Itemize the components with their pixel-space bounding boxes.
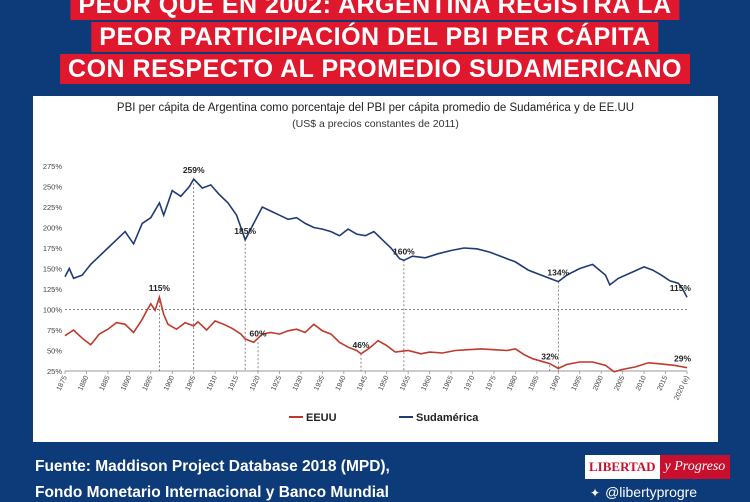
x-tick-label: 1925 [270,375,283,392]
y-tick-label: 25% [47,367,62,376]
brand-logo: LIBERTAD y Progreso [585,455,731,479]
x-tick-label: 2000 [592,375,605,392]
data-label: 60% [250,328,267,338]
brand-logo-left: LIBERTAD [585,455,660,479]
line-chart: 25% 50% 75% 100% 125% 150% 175% 200% 225% 250% 275… [43,162,692,424]
data-label: 115% [149,283,171,293]
y-tick-label: 175% [43,244,63,253]
x-tick-label: 1945 [356,375,369,392]
series-line-sudamérica [64,177,688,298]
headline-line-2: PEOR PARTICIPACIÓN DEL PBI PER CÁPITA [91,22,659,52]
x-tick-label: 1955 [399,375,412,392]
x-tick-label: 1905 [185,375,198,392]
x-tick-label: 1985 [528,375,541,392]
y-tick-label: 75% [47,326,62,335]
chart-title: PBI per cápita de Argentina como porcent… [116,102,635,114]
x-tick-label: 1895 [142,375,155,392]
data-label: 160% [393,246,415,256]
x-tick-label: 1875 [56,375,69,392]
x-tick-label: 1990 [549,375,562,392]
x-tick-label: 1915 [227,375,240,392]
y-tick-label: 275% [43,162,63,171]
x-tick-label: 1940 [335,375,348,392]
data-label: 32% [541,351,558,361]
headline-line-3: CON RESPECTO AL PROMEDIO SUDAMERICANO [60,54,690,84]
y-tick-label: 125% [43,285,63,294]
x-tick-label: 2010 [635,375,648,392]
y-tick-label: 200% [43,224,63,233]
brand-logo-right: y Progreso [659,455,731,479]
source-line-2: Fondo Monetario Internacional y Banco Mu… [35,484,389,501]
chart-subtitle: (US$ a precios constantes de 2011) [292,118,459,130]
y-tick-label: 150% [43,265,63,274]
data-label: 259% [183,165,205,175]
x-tick-label: 1970 [463,375,476,392]
legend-label: EEUU [306,412,337,424]
source-line-1: Fuente: Maddison Project Database 2018 (… [35,458,390,475]
data-label: 134% [547,268,569,278]
x-tick-label: 2005 [614,375,627,392]
twitter-handle-text: @libertyprogre [605,484,698,500]
x-tick-label: 1995 [571,375,584,392]
x-tick-label: 2020 (e) [673,375,690,402]
y-tick-label: 250% [43,183,63,192]
chart-panel: PBI per cápita de Argentina como porcent… [33,96,718,442]
x-tick-label: 1975 [485,375,498,392]
data-label: 29% [674,354,691,364]
x-tick-label: 1910 [206,375,219,392]
x-tick-label: 1885 [99,375,112,392]
data-label: 185% [234,226,256,236]
headline-line-1: PEOR QUE EN 2002: ARGENTINA REGISTRA LA [70,0,680,20]
y-tick-label: 225% [43,203,63,212]
twitter-handle[interactable]: ✦ @libertyprogre [590,484,697,500]
x-tick-label: 1960 [421,375,434,392]
x-tick-label: 2015 [656,375,669,392]
x-tick-label: 1900 [163,375,176,392]
x-tick-label: 1950 [378,375,391,392]
y-tick-label: 50% [47,347,62,356]
y-tick-label: 100% [43,306,63,315]
x-tick-label: 1880 [77,375,90,392]
x-tick-label: 1930 [292,375,305,392]
data-label: 115% [670,283,692,293]
x-tick-label: 1920 [249,375,262,392]
legend-label: Sudamérica [416,412,479,424]
x-tick-label: 1980 [506,375,519,392]
x-tick-label: 1965 [442,375,455,392]
data-label: 46% [352,340,369,350]
twitter-icon: ✦ [590,486,601,500]
x-tick-label: 1935 [313,375,326,392]
series-line-eeuu [64,294,688,373]
x-tick-label: 1890 [120,375,133,392]
